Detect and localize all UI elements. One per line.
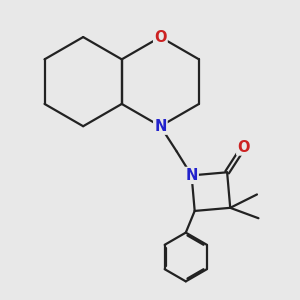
Text: O: O — [154, 30, 167, 45]
Text: O: O — [237, 140, 250, 154]
Text: N: N — [185, 168, 198, 183]
Text: N: N — [154, 119, 167, 134]
